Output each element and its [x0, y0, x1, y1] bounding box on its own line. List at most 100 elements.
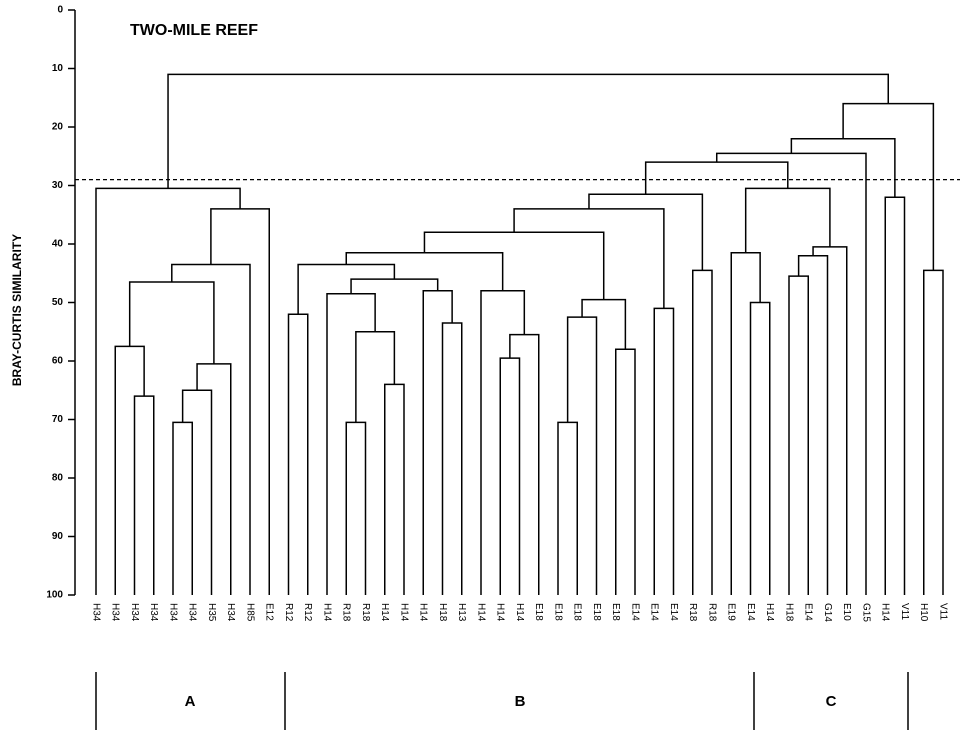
link [842, 102, 935, 271]
leaf-label: H14 [475, 603, 486, 622]
leaf-label: E14 [629, 603, 640, 621]
link [196, 363, 232, 595]
link [345, 421, 367, 595]
link [788, 275, 809, 595]
y-axis-label: BRAY-CURTIS SIMILARITY [10, 234, 24, 386]
link [384, 383, 405, 595]
leaf-label: H14 [880, 603, 891, 622]
link [884, 196, 906, 595]
leaf-label: E18 [572, 603, 583, 621]
link [167, 73, 889, 189]
link [797, 254, 829, 595]
leaf-label: E18 [610, 603, 621, 621]
leaf-label: E14 [745, 603, 756, 621]
leaf-label: H34 [225, 603, 236, 622]
leaf-label: H34 [167, 603, 178, 622]
leaf-label: G15 [860, 603, 871, 622]
y-tick-label: 60 [52, 356, 64, 367]
leaf-label: E18 [591, 603, 602, 621]
link [181, 389, 213, 595]
link [513, 208, 665, 309]
leaf-label: H14 [514, 603, 525, 622]
y-tick-label: 100 [46, 590, 63, 601]
leaf-label: H35 [206, 603, 217, 622]
leaf-label: E14 [803, 603, 814, 621]
leaf-label: H14 [398, 603, 409, 622]
y-tick-label: 80 [52, 473, 64, 484]
link [509, 333, 540, 595]
link [345, 252, 504, 291]
leaf-label: H14 [418, 603, 429, 622]
leaf-label: E12 [264, 603, 275, 621]
leaf-label: V11 [937, 603, 948, 620]
leaf-label: R18 [341, 603, 352, 622]
link [114, 345, 145, 595]
leaf-label: E10 [841, 603, 852, 621]
y-tick-label: 70 [52, 414, 64, 425]
link [581, 298, 627, 350]
link [326, 292, 376, 595]
link [557, 421, 578, 595]
leaf-label: H85 [244, 603, 255, 622]
link [423, 231, 605, 300]
chart-title: TWO-MILE REEF [130, 22, 258, 39]
link [653, 307, 675, 595]
link [715, 152, 867, 595]
leaf-label: R18 [360, 603, 371, 622]
y-tick-label: 90 [52, 531, 64, 542]
link [422, 290, 453, 595]
link [172, 421, 193, 595]
link [297, 263, 396, 315]
leaf-label: R18 [706, 603, 717, 622]
group-label: A [185, 693, 196, 710]
leaf-label: R18 [687, 603, 698, 622]
leaf-label: E18 [533, 603, 544, 621]
link [923, 269, 944, 595]
leaf-label: E19 [726, 603, 737, 621]
link [749, 301, 771, 595]
link [812, 246, 848, 595]
link [95, 187, 241, 595]
leaf-label: H18 [437, 603, 448, 622]
leaf-label: H34 [148, 603, 159, 622]
leaf-label: H34 [187, 603, 198, 622]
link [480, 290, 526, 595]
leaf-label: H14 [764, 603, 775, 622]
group-label: C [826, 693, 837, 710]
leaf-label: E18 [552, 603, 563, 621]
link [441, 322, 463, 595]
leaf-label: H13 [456, 603, 467, 622]
leaf-label: H34 [90, 603, 101, 622]
leaf-label: H10 [918, 603, 929, 622]
leaf-label: H18 [783, 603, 794, 622]
link [615, 348, 636, 595]
link [128, 281, 215, 364]
y-tick-label: 50 [52, 297, 64, 308]
leaf-label: R12 [283, 603, 294, 622]
link [588, 193, 704, 271]
link [566, 316, 598, 595]
leaf-label: H14 [379, 603, 390, 622]
y-tick-label: 30 [52, 180, 64, 191]
link [287, 313, 309, 595]
link [744, 187, 831, 253]
link [692, 269, 713, 595]
leaf-label: H34 [110, 603, 121, 622]
leaf-label: H34 [129, 603, 140, 622]
y-tick-label: 20 [52, 122, 64, 133]
y-tick-label: 10 [52, 63, 64, 74]
group-label: B [515, 693, 526, 710]
link [499, 357, 521, 595]
leaf-label: R12 [302, 603, 313, 622]
link [730, 252, 761, 595]
leaf-label: V11 [899, 603, 910, 620]
leaf-label: H14 [321, 603, 332, 622]
y-tick-label: 40 [52, 239, 64, 250]
y-tick-label: 0 [57, 5, 63, 16]
leaf-label: E14 [668, 603, 679, 621]
leaf-label: G14 [822, 603, 833, 622]
link [210, 208, 270, 595]
link [644, 161, 789, 195]
